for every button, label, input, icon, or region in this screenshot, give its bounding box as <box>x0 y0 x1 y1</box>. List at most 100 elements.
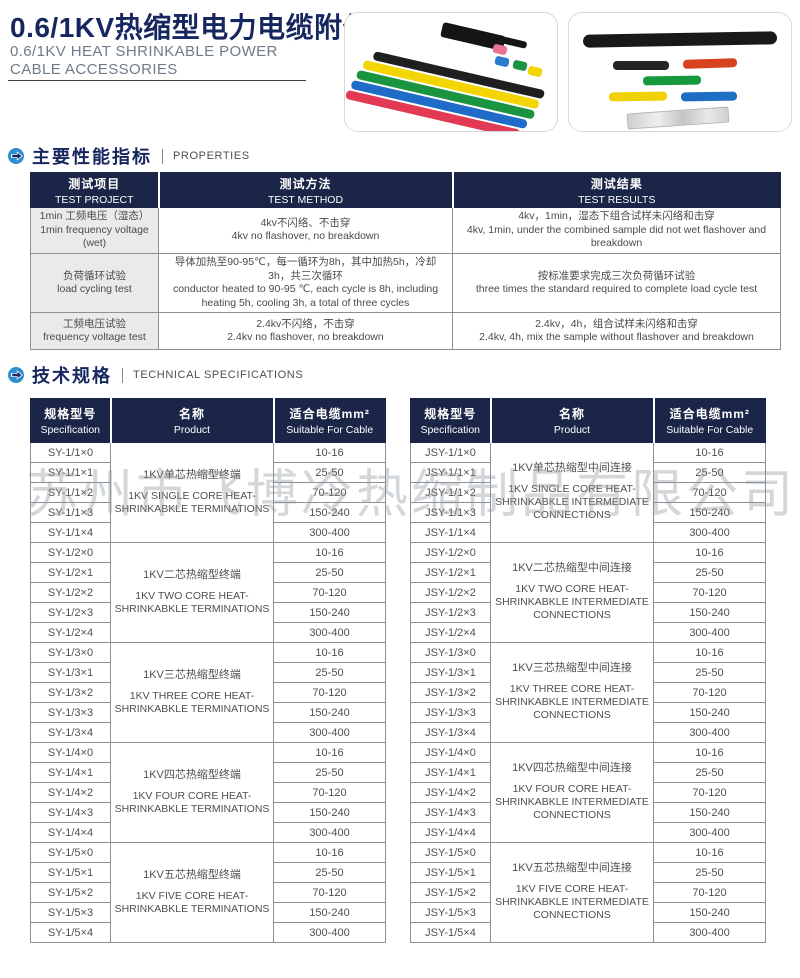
product-name-en: 1KV THREE CORE HEAT-SHRINKABKLE INTERMED… <box>495 683 649 722</box>
cable-range-cell: 70-120 <box>273 582 386 603</box>
spec-model-cell: SY-1/4×2 <box>30 782 111 803</box>
spec-model-cell: JSY-1/5×2 <box>410 882 491 903</box>
product-name-cell: 1KV二芯热缩型终端 1KV TWO CORE HEAT-SHRINKABKLE … <box>110 542 274 643</box>
spec-model-cell: SY-1/3×4 <box>30 722 111 743</box>
col-header-zh: 名称 <box>178 407 205 421</box>
page-subtitle-line2: CABLE ACCESSORIES <box>10 61 178 78</box>
spec-model-cell: JSY-1/1×3 <box>410 502 491 523</box>
table-row: JSY-1/3×3 150-240 <box>410 702 766 723</box>
product-name-en: 1KV SINGLE CORE HEAT-SHRINKABKLE INTERME… <box>495 483 649 522</box>
table-row: JSY-1/4×2 70-120 <box>410 782 766 803</box>
spec-model-cell: JSY-1/2×4 <box>410 622 491 643</box>
cable-range-cell: 25-50 <box>273 862 386 883</box>
properties-table: 测试项目 TEST PROJECT 测试方法 TEST METHOD 测试结果 … <box>30 172 781 351</box>
cable-range-cell: 25-50 <box>653 862 766 883</box>
spec-table-body: JSY-1/1×0 1KV单芯热缩型中间连接 1KV SINGLE CORE HEA… <box>410 442 766 943</box>
cable-range-cell: 300-400 <box>653 722 766 743</box>
table-row: SY-1/4×1 25-50 <box>30 762 386 783</box>
col-header-test-project: 测试项目 TEST PROJECT <box>30 172 159 208</box>
table-row: JSY-1/1×4 300-400 <box>410 522 766 543</box>
project-cell: 负荷循环试验 load cycling test <box>30 252 159 314</box>
spec-model-cell: SY-1/5×0 <box>30 842 111 863</box>
cable-range-cell: 300-400 <box>273 622 386 643</box>
cable-range-cell: 10-16 <box>273 442 386 463</box>
product-name-zh: 1KV二芯热缩型终端 <box>143 569 241 581</box>
table-row: SY-1/2×0 1KV二芯热缩型终端 1KV TWO CORE HEAT-SHRI… <box>30 542 386 643</box>
table-row: JSY-1/5×0 1KV五芯热缩型中间连接 1KV FIVE CORE HEAT-… <box>410 842 766 943</box>
cable-range-cell: 10-16 <box>273 742 386 763</box>
table-row: SY-1/3×4 300-400 <box>30 722 386 743</box>
section-header-properties: 主要性能指标 PROPERTIES <box>8 143 250 169</box>
cable-range-cell: 150-240 <box>273 702 386 723</box>
page-subtitle: 0.6/1KV HEAT SHRINKABLE POWER CABLE ACCE… <box>10 43 278 79</box>
table-row: SY-1/1×1 25-50 <box>30 462 386 483</box>
spec-model-cell: SY-1/1×2 <box>30 482 111 503</box>
table-header-row: 规格型号 Specification 名称 Product 适合电缆mm² Su… <box>410 398 766 443</box>
cable-range-cell: 25-50 <box>653 562 766 583</box>
col-header-product: 名称 Product <box>109 398 274 443</box>
cell-text-zh: 工频电压试验 <box>63 317 126 330</box>
cable-range-cell: 70-120 <box>273 482 386 503</box>
col-header-zh: 测试方法 <box>279 176 332 191</box>
cable-range-cell: 150-240 <box>653 802 766 823</box>
method-cell: 导体加热至90-95℃，每一循环为8h，其中加热5h，冷却3h，共三次循环 con… <box>158 252 453 314</box>
spec-model-cell: JSY-1/4×1 <box>410 762 491 783</box>
spec-model-cell: JSY-1/2×2 <box>410 582 491 603</box>
product-photo-terminations <box>344 12 558 132</box>
product-name-cell: 1KV五芯热缩型中间连接 1KV FIVE CORE HEAT-SHRINKABK… <box>490 842 654 943</box>
spec-model-cell: SY-1/4×1 <box>30 762 111 783</box>
col-header-en: TEST METHOD <box>267 193 344 206</box>
product-name-en: 1KV FIVE CORE HEAT-SHRINKABKLE TERMINATI… <box>114 889 270 915</box>
cell-text-en: 1min frequency voltage (wet) <box>40 223 149 250</box>
cable-range-cell: 70-120 <box>273 682 386 703</box>
table-row: SY-1/1×4 300-400 <box>30 522 386 543</box>
spec-model-cell: JSY-1/5×3 <box>410 902 491 923</box>
table-row: JSY-1/5×2 70-120 <box>410 882 766 903</box>
col-header-en: Specification <box>40 424 101 436</box>
product-name-zh: 1KV单芯热缩型终端 <box>143 469 241 481</box>
cable-range-cell: 10-16 <box>273 542 386 563</box>
cable-range-cell: 10-16 <box>653 842 766 863</box>
product-name-en: 1KV FOUR CORE HEAT-SHRINKABKLE INTERMEDI… <box>495 783 649 822</box>
product-name-en: 1KV TWO CORE HEAT-SHRINKABKLE TERMINATIO… <box>114 589 270 615</box>
table-row: JSY-1/2×2 70-120 <box>410 582 766 603</box>
table-row: SY-1/5×3 150-240 <box>30 902 386 923</box>
section-title-zh: 主要性能指标 <box>32 147 152 167</box>
spec-model-cell: SY-1/3×2 <box>30 682 111 703</box>
cell-text-en: 2.4kv no flashover, no breakdown <box>227 331 384 344</box>
product-name-cell: 1KV五芯热缩型终端 1KV FIVE CORE HEAT-SHRINKABKLE… <box>110 842 274 943</box>
table-row: SY-1/4×0 1KV四芯热缩型终端 1KV FOUR CORE HEAT-SHR… <box>30 742 386 843</box>
properties-table-body: 1min 工频电压（湿态） 1min frequency voltage (wet… <box>30 207 781 351</box>
table-row: JSY-1/4×4 300-400 <box>410 822 766 843</box>
spec-model-cell: JSY-1/4×3 <box>410 802 491 823</box>
table-row: 负荷循环试验 load cycling test 导体加热至90-95℃，每一循环为… <box>30 252 781 314</box>
spec-model-cell: SY-1/3×1 <box>30 662 111 683</box>
cable-range-cell: 150-240 <box>653 502 766 523</box>
cable-range-cell: 300-400 <box>273 522 386 543</box>
cable-range-cell: 70-120 <box>653 482 766 503</box>
cell-text-zh: 按标准要求完成三次负荷循环试验 <box>537 269 696 282</box>
cable-range-cell: 300-400 <box>273 822 386 843</box>
col-header-zh: 规格型号 <box>44 407 97 421</box>
result-cell: 按标准要求完成三次负荷循环试验 three times the standard … <box>452 252 781 314</box>
spec-model-cell: JSY-1/1×1 <box>410 462 491 483</box>
spec-table-terminations: 规格型号 Specification 名称 Product 适合电缆mm² Su… <box>30 398 386 943</box>
section-title-en: TECHNICAL SPECIFICATIONS <box>133 369 304 381</box>
cable-range-cell: 300-400 <box>653 522 766 543</box>
table-row: JSY-1/3×0 1KV三芯热缩型中间连接 1KV THREE CORE HEAT… <box>410 642 766 743</box>
table-row: SY-1/2×4 300-400 <box>30 622 386 643</box>
product-name-zh: 1KV五芯热缩型中间连接 <box>512 862 632 875</box>
table-row: JSY-1/2×0 1KV二芯热缩型中间连接 1KV TWO CORE HEAT-S… <box>410 542 766 643</box>
table-row: SY-1/3×1 25-50 <box>30 662 386 683</box>
spec-model-cell: SY-1/2×3 <box>30 602 111 623</box>
spec-model-cell: JSY-1/5×1 <box>410 862 491 883</box>
table-row: SY-1/2×3 150-240 <box>30 602 386 623</box>
spec-model-cell: JSY-1/3×0 <box>410 642 491 663</box>
table-row: SY-1/4×2 70-120 <box>30 782 386 803</box>
product-name-zh: 1KV四芯热缩型终端 <box>143 769 241 781</box>
col-header-test-method: 测试方法 TEST METHOD <box>157 172 453 208</box>
cable-range-cell: 25-50 <box>273 462 386 483</box>
spec-model-cell: JSY-1/2×1 <box>410 562 491 583</box>
product-name-zh: 1KV单芯热缩型中间连接 <box>512 462 632 475</box>
